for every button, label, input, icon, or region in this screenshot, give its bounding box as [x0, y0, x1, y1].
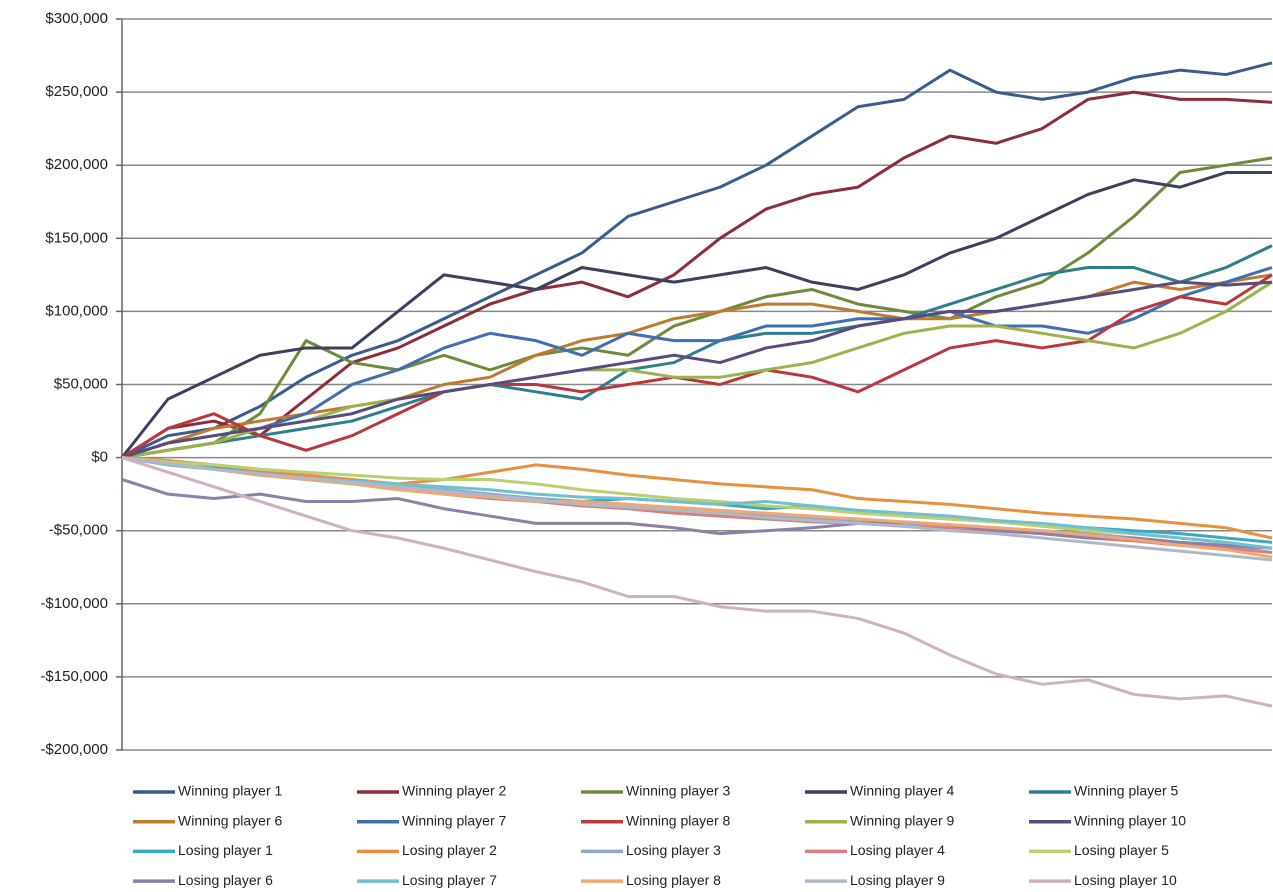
y-tick-label: $100,000	[45, 302, 108, 319]
series-line	[121, 456, 1273, 562]
legend-label: Winning player 1	[178, 783, 282, 799]
y-tick-label: $0	[91, 449, 108, 466]
legend-label: Winning player 4	[850, 783, 954, 799]
series-line	[121, 456, 1273, 550]
y-tick-label: -$200,000	[40, 741, 108, 758]
y-tick-label: $250,000	[45, 83, 108, 100]
legend-label: Losing player 4	[850, 842, 945, 858]
series-line	[121, 156, 1273, 460]
legend-label: Winning player 7	[402, 812, 506, 828]
y-tick-label: $150,000	[45, 229, 108, 246]
legend-label: Winning player 9	[850, 812, 954, 828]
legend-label: Losing player 7	[402, 872, 497, 888]
series-line	[121, 478, 1273, 550]
series-line	[121, 273, 1273, 459]
series-line	[121, 456, 1273, 708]
legend-label: Losing player 6	[178, 872, 273, 888]
legend-label: Losing player 9	[850, 872, 945, 888]
legend-label: Losing player 2	[402, 842, 497, 858]
legend-label: Winning player 5	[1074, 783, 1178, 799]
legend-label: Losing player 5	[1074, 842, 1169, 858]
legend-label: Losing player 1	[178, 842, 273, 858]
legend-label: Winning player 2	[402, 783, 506, 799]
series-line	[121, 244, 1273, 460]
y-tick-label: -$50,000	[49, 522, 108, 539]
y-tick-label: $300,000	[45, 10, 108, 27]
series-line	[120, 171, 1272, 459]
series-line	[121, 280, 1273, 460]
y-tick-label: $50,000	[54, 375, 108, 392]
legend-label: Losing player 10	[1074, 872, 1177, 888]
series-line	[121, 456, 1273, 540]
y-tick-label: $200,000	[45, 156, 108, 173]
series-line	[121, 90, 1273, 459]
legend-label: Winning player 10	[1074, 812, 1186, 828]
legend-label: Winning player 6	[178, 812, 282, 828]
legend-label: Winning player 8	[626, 812, 730, 828]
legend-label: Losing player 3	[626, 842, 721, 858]
y-tick-label: -$150,000	[40, 668, 108, 685]
legend-label: Losing player 8	[626, 872, 721, 888]
y-tick-label: -$100,000	[40, 595, 108, 612]
series-line	[121, 266, 1273, 460]
legend-label: Winning player 3	[626, 783, 730, 799]
series-line	[121, 61, 1273, 459]
